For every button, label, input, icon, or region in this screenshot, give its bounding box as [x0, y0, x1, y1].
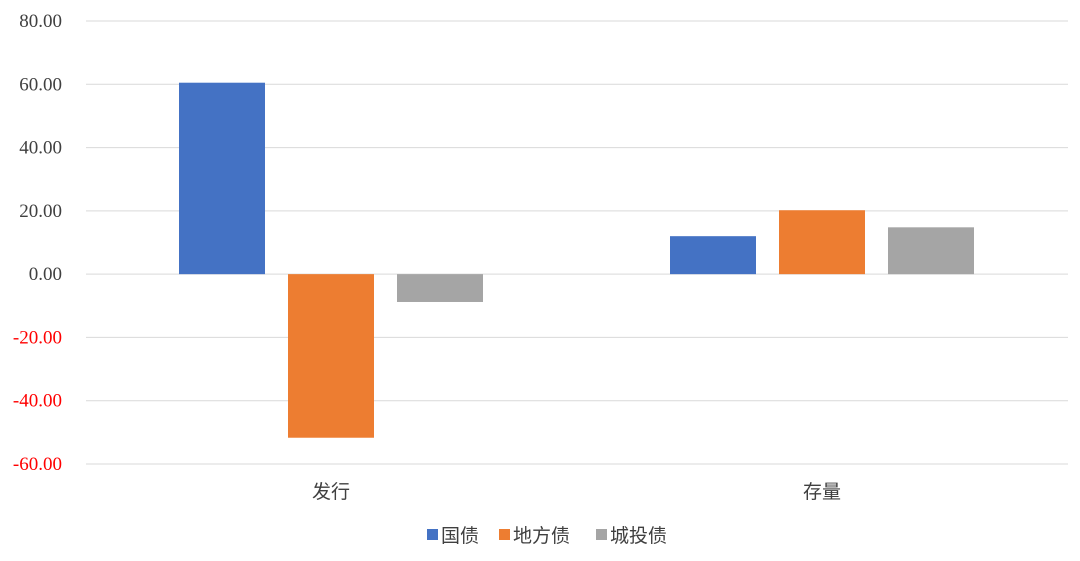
x-axis-categories: 发行 存量 — [312, 481, 841, 503]
legend-label: 地方债 — [513, 525, 570, 547]
bar-地方债-发行 — [288, 274, 374, 438]
legend-swatch — [499, 529, 510, 540]
y-tick-label: -20.00 — [13, 327, 62, 348]
bar-城投债-存量 — [888, 227, 974, 275]
bar-国债-发行 — [179, 82, 265, 275]
legend-swatch — [596, 529, 607, 540]
legend: 国债 地方债 城投债 — [427, 525, 667, 547]
y-axis-ticks: 80.00 60.00 40.00 20.00 0.00 -20.00 -40.00 -60.… — [13, 11, 62, 475]
bar-国债-存量 — [670, 236, 756, 275]
y-tick-label: 20.00 — [19, 201, 62, 222]
bars — [179, 82, 974, 438]
legend-label: 城投债 — [610, 525, 667, 547]
y-tick-label: 60.00 — [19, 74, 62, 95]
y-tick-label: 40.00 — [19, 138, 62, 159]
y-tick-label: -40.00 — [13, 391, 62, 412]
bar-地方债-存量 — [779, 210, 865, 275]
legend-label: 国债 — [441, 525, 479, 547]
x-category-label: 存量 — [803, 481, 841, 503]
legend-swatch — [427, 529, 438, 540]
x-category-label: 发行 — [312, 481, 350, 503]
y-tick-label: 80.00 — [19, 11, 62, 32]
y-tick-label: -60.00 — [13, 454, 62, 475]
y-tick-label: 0.00 — [29, 264, 62, 285]
bar-城投债-发行 — [397, 274, 483, 302]
